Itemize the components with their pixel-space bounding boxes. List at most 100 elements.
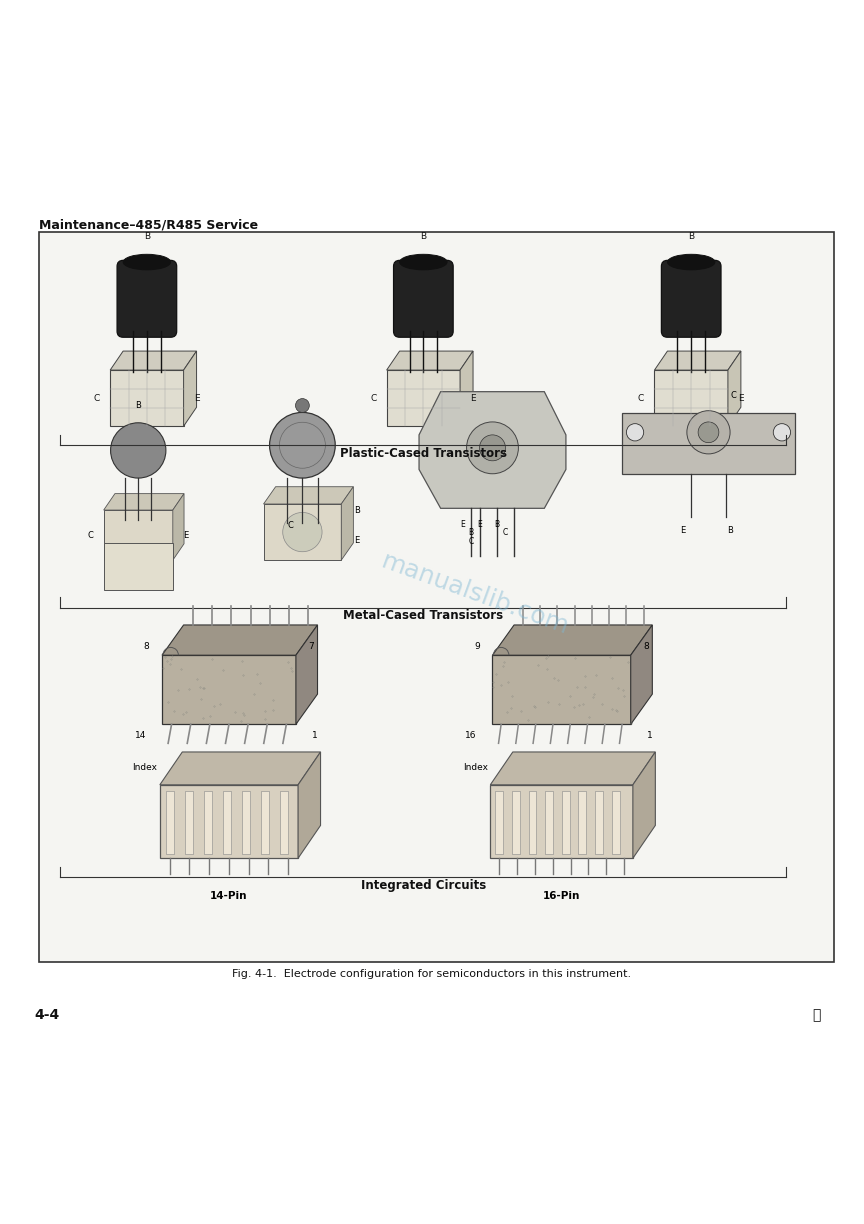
Ellipse shape — [668, 255, 715, 269]
Text: C: C — [87, 530, 93, 540]
Text: B: B — [136, 400, 141, 410]
Bar — [492, 655, 631, 725]
Text: 1: 1 — [312, 731, 318, 741]
FancyBboxPatch shape — [393, 261, 453, 338]
Text: Fig. 4-1.  Electrode configuration for semiconductors in this instrument.: Fig. 4-1. Electrode configuration for se… — [232, 969, 632, 979]
Text: B: B — [727, 525, 733, 535]
Bar — [204, 792, 213, 854]
Text: E: E — [183, 530, 188, 540]
Circle shape — [698, 422, 719, 443]
Bar — [166, 792, 175, 854]
FancyBboxPatch shape — [386, 370, 460, 426]
Bar — [223, 792, 232, 854]
Text: C: C — [93, 394, 99, 403]
Text: B: B — [354, 506, 360, 515]
Polygon shape — [631, 625, 652, 725]
Text: 1: 1 — [646, 731, 652, 741]
Text: 8: 8 — [644, 641, 649, 651]
Text: E: E — [680, 525, 685, 535]
Polygon shape — [104, 493, 184, 510]
Polygon shape — [111, 351, 197, 370]
Text: B: B — [688, 233, 695, 241]
Polygon shape — [386, 351, 473, 370]
Polygon shape — [298, 752, 321, 858]
Circle shape — [270, 412, 335, 479]
Polygon shape — [460, 351, 473, 426]
Ellipse shape — [123, 255, 171, 269]
Text: B: B — [468, 529, 473, 537]
Bar — [242, 792, 251, 854]
Text: C: C — [288, 520, 294, 530]
Bar — [612, 792, 619, 854]
Text: Ⓐ: Ⓐ — [812, 1009, 821, 1022]
Text: C: C — [730, 392, 736, 400]
Bar — [39, 231, 834, 962]
Polygon shape — [162, 625, 318, 655]
FancyBboxPatch shape — [264, 504, 341, 561]
Polygon shape — [727, 351, 740, 426]
Circle shape — [626, 424, 644, 441]
Text: 14: 14 — [135, 731, 146, 741]
FancyBboxPatch shape — [104, 510, 173, 561]
Text: C: C — [370, 394, 376, 403]
Polygon shape — [492, 625, 652, 655]
Polygon shape — [632, 752, 656, 858]
Circle shape — [773, 424, 791, 441]
Text: B: B — [420, 233, 427, 241]
FancyBboxPatch shape — [662, 261, 721, 338]
Bar — [529, 792, 537, 854]
Polygon shape — [341, 487, 353, 561]
FancyBboxPatch shape — [118, 261, 177, 338]
Bar — [261, 792, 270, 854]
Ellipse shape — [399, 255, 448, 269]
Circle shape — [283, 513, 322, 552]
Bar — [579, 792, 587, 854]
Text: 9: 9 — [474, 641, 480, 651]
Circle shape — [687, 411, 730, 454]
Polygon shape — [491, 752, 656, 785]
Text: Metal-Cased Transistors: Metal-Cased Transistors — [343, 610, 504, 623]
Text: C: C — [468, 537, 473, 546]
Text: Integrated Circuits: Integrated Circuits — [361, 879, 486, 892]
Text: Index: Index — [463, 764, 487, 772]
Text: E: E — [477, 519, 482, 529]
Text: 16-Pin: 16-Pin — [543, 891, 581, 901]
Text: 14-Pin: 14-Pin — [210, 891, 248, 901]
Bar — [562, 792, 569, 854]
Polygon shape — [184, 351, 197, 426]
Text: B: B — [494, 519, 499, 529]
Bar — [162, 655, 295, 725]
Polygon shape — [264, 487, 353, 504]
Bar — [512, 792, 520, 854]
Bar — [545, 792, 553, 854]
Bar — [280, 792, 289, 854]
FancyBboxPatch shape — [111, 370, 184, 426]
Circle shape — [480, 435, 505, 460]
Text: 7: 7 — [308, 641, 314, 651]
Text: Index: Index — [132, 764, 157, 772]
Text: E: E — [470, 394, 476, 403]
Text: Plastic-Cased Transistors: Plastic-Cased Transistors — [340, 447, 507, 460]
Polygon shape — [160, 752, 321, 785]
Text: C: C — [503, 529, 508, 537]
Text: E: E — [354, 536, 359, 546]
Text: 8: 8 — [143, 641, 149, 651]
Text: C: C — [638, 394, 645, 403]
Bar — [495, 792, 503, 854]
Circle shape — [111, 422, 166, 479]
FancyBboxPatch shape — [655, 370, 727, 426]
Bar — [160, 785, 298, 858]
Polygon shape — [655, 351, 740, 370]
Bar — [595, 792, 603, 854]
Polygon shape — [173, 493, 184, 561]
Circle shape — [295, 399, 309, 412]
Text: E: E — [738, 394, 744, 403]
Bar — [185, 792, 194, 854]
Bar — [491, 785, 632, 858]
Circle shape — [467, 422, 518, 474]
Text: 4-4: 4-4 — [35, 1009, 60, 1022]
Text: B: B — [143, 233, 150, 241]
Text: manualslib.com: manualslib.com — [378, 550, 572, 640]
Polygon shape — [622, 414, 795, 474]
Polygon shape — [419, 392, 566, 508]
